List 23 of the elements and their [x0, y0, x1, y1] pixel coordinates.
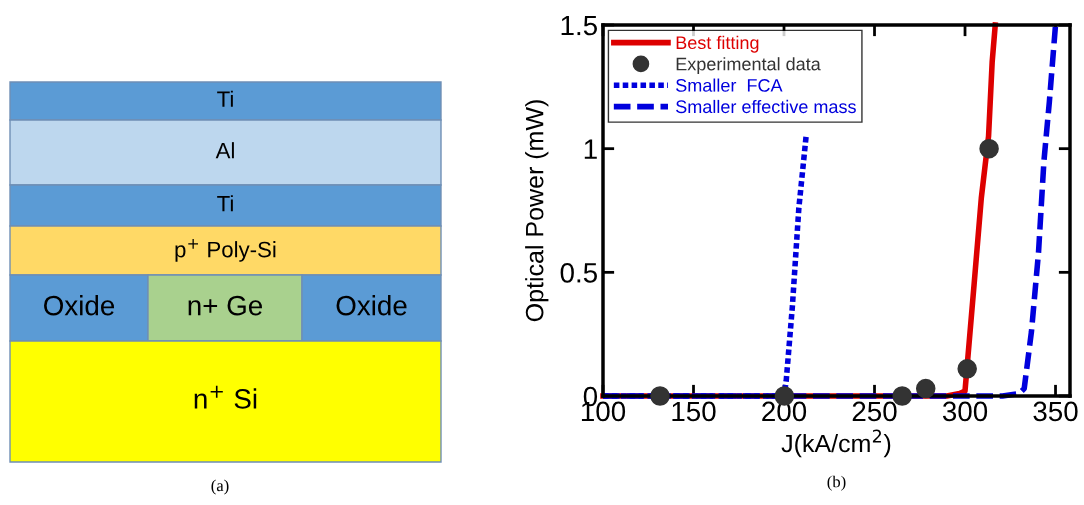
x-tick-label: 350	[1033, 401, 1078, 422]
legend-label: Smaller FCA	[676, 78, 783, 92]
text: (a)	[211, 479, 229, 495]
y-tick-label: 1.5	[561, 15, 597, 36]
text: Ti	[217, 195, 233, 212]
text: n+ Ge	[188, 295, 262, 316]
x-tick-label: 300	[942, 401, 988, 422]
text: Ti	[217, 90, 233, 107]
x-axis-title: J(kA/cm$^{2}$)	[781, 429, 891, 458]
text: Al	[215, 142, 234, 159]
x-tick-label: 250	[852, 401, 897, 422]
text: n$^{+}$ Si	[194, 385, 257, 409]
y-tick-label: 1	[584, 139, 597, 159]
legend-label: Best fitting	[676, 35, 759, 53]
legend-label: Experimental data	[676, 57, 821, 75]
y-axis-title: Optical Power (mW)	[525, 100, 549, 322]
text: (b)	[827, 475, 846, 491]
text: p$^{+}$ Poly-Si	[175, 238, 276, 262]
x-tick-label: 150	[672, 401, 716, 422]
text: Oxide	[336, 295, 407, 316]
text: Oxide	[44, 295, 115, 316]
y-tick-label: 0.5	[560, 263, 597, 283]
legend-label: Smaller effective mass	[676, 99, 856, 114]
